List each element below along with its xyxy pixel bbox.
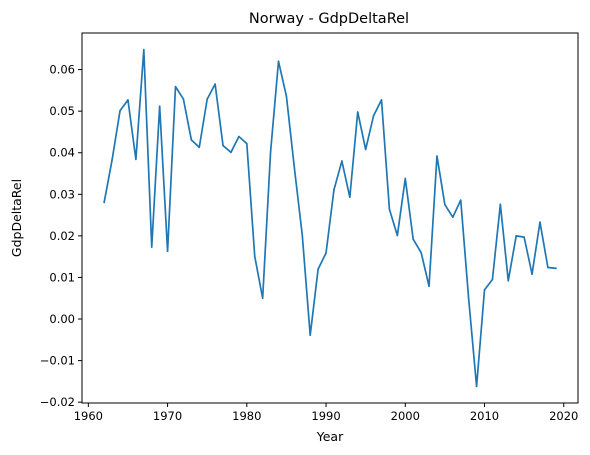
data-point — [396, 234, 399, 237]
data-point — [325, 252, 327, 254]
data-point — [253, 255, 256, 258]
y-axis: −0.02 −0.01 0.00 0.01 0.02 0.03 0.04 0.05 0.06 — [40, 63, 82, 409]
data-point — [364, 148, 367, 151]
series-line — [103, 48, 557, 388]
x-tick-label: 1980 — [232, 409, 261, 423]
data-point — [214, 83, 216, 85]
data-point — [309, 334, 311, 337]
data-point — [238, 135, 240, 138]
data-point — [539, 221, 541, 223]
data-point — [103, 201, 105, 204]
data-point — [166, 250, 169, 253]
y-tick-label: 0.01 — [49, 270, 75, 284]
y-axis-label: GdpDeltaRel — [9, 179, 24, 257]
series-layer — [103, 48, 557, 388]
data-point — [483, 289, 486, 291]
x-tick-label: 1960 — [74, 409, 103, 423]
data-point — [420, 251, 422, 254]
data-point — [206, 98, 208, 100]
data-point — [111, 158, 113, 161]
data-point — [555, 267, 557, 270]
data-point — [507, 279, 510, 282]
x-axis: 1960 1970 1980 1990 2000 2010 2020 — [74, 403, 578, 423]
data-point — [380, 99, 383, 101]
y-tick-label: 0.04 — [49, 146, 75, 160]
data-point — [436, 155, 438, 157]
data-point — [198, 146, 201, 149]
y-tick-label: 0.03 — [49, 187, 75, 201]
y-tick-label: 0.02 — [49, 229, 75, 243]
x-tick-label: 1970 — [153, 409, 182, 423]
data-point — [547, 266, 549, 269]
y-tick-label: −0.01 — [40, 354, 75, 368]
data-point — [372, 114, 375, 117]
data-point — [127, 99, 129, 101]
x-tick-label: 1990 — [311, 409, 340, 423]
x-tick-label: 2010 — [470, 409, 499, 423]
data-point — [531, 273, 533, 275]
data-point — [293, 166, 296, 169]
data-point — [475, 385, 478, 388]
data-point — [246, 142, 248, 145]
data-point — [491, 278, 494, 281]
data-point — [333, 188, 335, 191]
y-tick-label: −0.02 — [40, 395, 75, 409]
data-point — [349, 196, 351, 199]
data-point — [499, 203, 502, 206]
data-point — [119, 109, 121, 112]
data-point — [467, 297, 470, 300]
data-point — [404, 177, 407, 180]
data-point — [523, 236, 525, 238]
data-point — [277, 60, 280, 63]
data-point — [412, 238, 414, 241]
data-point — [143, 48, 145, 51]
data-point — [317, 268, 319, 270]
data-point — [261, 297, 264, 300]
data-point — [150, 246, 153, 248]
y-tick-label: 0.05 — [49, 104, 75, 118]
data-point — [444, 203, 446, 206]
data-point — [190, 139, 193, 141]
x-tick-label: 2000 — [391, 409, 420, 423]
data-point — [388, 208, 391, 211]
data-point — [222, 144, 224, 147]
data-point — [135, 158, 137, 161]
data-point — [459, 199, 462, 201]
data-point — [269, 151, 272, 153]
data-point — [182, 98, 185, 100]
data-point — [285, 95, 288, 97]
y-tick-label: 0.06 — [49, 63, 75, 77]
x-tick-label: 2020 — [549, 409, 578, 423]
data-point — [356, 111, 359, 113]
data-point — [158, 105, 161, 107]
plot-area: 1960 1970 1980 1990 2000 2010 2020 −0.02 −0.01 0… — [40, 32, 579, 423]
data-point — [515, 235, 517, 237]
data-point — [341, 160, 343, 162]
data-point — [428, 285, 430, 287]
data-point — [174, 85, 177, 88]
data-point — [230, 151, 232, 154]
y-tick-label: 0.00 — [49, 312, 75, 326]
data-point — [301, 234, 304, 236]
data-point — [452, 216, 454, 218]
x-axis-label: Year — [316, 429, 344, 444]
chart-title: Norway - GdpDeltaRel — [249, 11, 409, 27]
